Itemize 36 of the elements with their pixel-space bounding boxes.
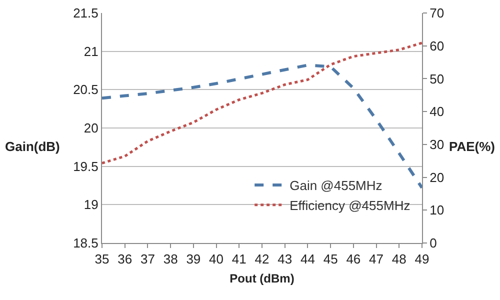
y2-axis-title: PAE(%) (449, 139, 495, 154)
y2-tick-label: 40 (430, 104, 444, 120)
y-tick-label: 19 (84, 197, 98, 212)
y-axis-title: Gain(dB) (5, 139, 60, 154)
x-tick-label: 41 (232, 252, 246, 267)
y2-tick-label: 60 (430, 38, 444, 54)
y2-tick-label: 50 (430, 71, 444, 86)
legend-label: Gain @455MHz (290, 178, 382, 194)
y2-tick-label: 30 (430, 136, 444, 152)
y-tick-label: 19.5 (73, 158, 98, 174)
x-tick-label: 38 (163, 252, 178, 267)
x-tick-label: 37 (140, 252, 155, 267)
x-tick-label: 43 (278, 252, 292, 267)
y-tick-label: 18.5 (73, 236, 98, 251)
y-tick-label: 21.5 (73, 6, 98, 21)
x-tick-label: 39 (186, 252, 201, 267)
x-axis-title: Pout (dBm) (230, 272, 294, 286)
y2-tick-label: 0 (430, 236, 437, 251)
x-tick-label: 49 (414, 252, 430, 267)
x-tick-label: 42 (254, 252, 270, 267)
y-tick-label: 20 (84, 120, 98, 136)
x-tick-label: 36 (118, 252, 132, 267)
y2-tick-label: 20 (430, 170, 444, 185)
y-tick-label: 20.5 (73, 82, 98, 98)
x-tick-label: 44 (300, 252, 315, 267)
x-tick-label: 35 (94, 252, 110, 267)
x-tick-label: 47 (369, 252, 384, 267)
y2-tick-label: 10 (430, 202, 444, 218)
x-tick-label: 48 (392, 252, 406, 267)
legend-label: Efficiency @455MHz (290, 198, 410, 213)
y-tick-label: 21 (84, 44, 98, 59)
x-tick-label: 46 (346, 252, 361, 267)
y2-tick-label: 70 (430, 6, 444, 21)
line-series (102, 42, 422, 164)
x-tick-label: 45 (323, 252, 338, 267)
x-tick-label: 40 (209, 252, 224, 267)
